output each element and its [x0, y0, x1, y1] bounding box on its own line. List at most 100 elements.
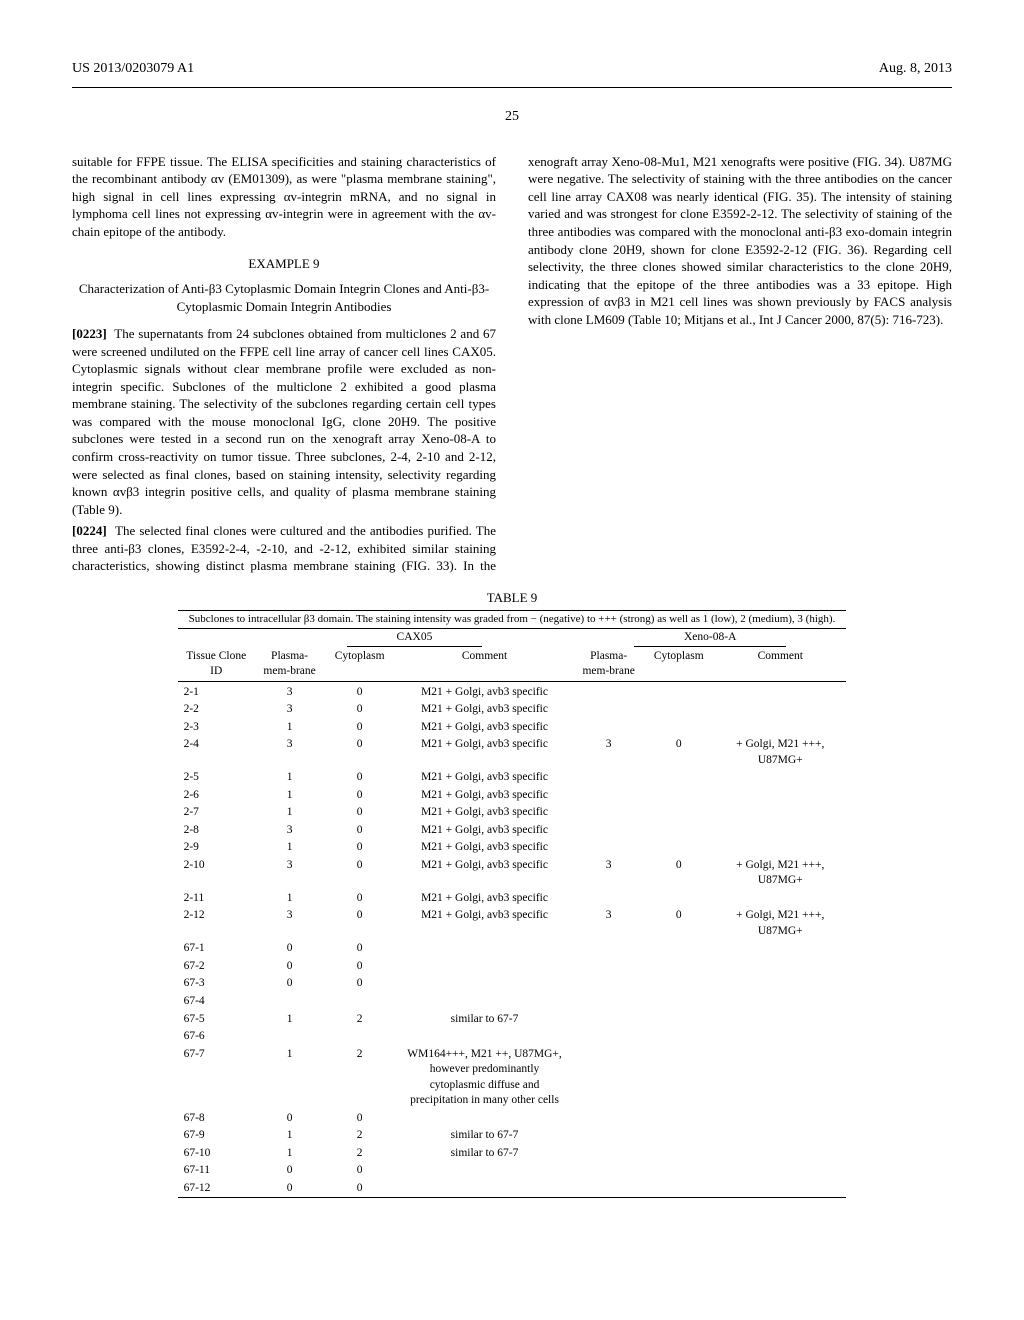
- cell-pm2: [574, 684, 643, 702]
- table-row: 67-1100: [178, 1162, 847, 1180]
- cell-id: 67-1: [178, 940, 255, 958]
- table-9-label: TABLE 9: [72, 589, 952, 607]
- hdr-cy1: Cytoplasm: [324, 648, 395, 682]
- cell-pm2: [574, 1046, 643, 1110]
- cell-pm: 0: [255, 1110, 324, 1128]
- cell-pm: 1: [255, 769, 324, 787]
- cell-cy2: [643, 1145, 714, 1163]
- cell-pm2: [574, 839, 643, 857]
- cell-cm: similar to 67-7: [395, 1011, 574, 1029]
- group-xeno: Xeno-08-A: [574, 629, 846, 648]
- table-row: 2-1110M21 + Golgi, avb3 specific: [178, 890, 847, 908]
- header-rule: [72, 87, 952, 88]
- cell-pm: 3: [255, 736, 324, 769]
- cell-id: 67-8: [178, 1110, 255, 1128]
- cell-pm2: [574, 1028, 643, 1046]
- table-row: 67-712WM164+++, M21 ++, U87MG+, however …: [178, 1046, 847, 1110]
- table-row: 2-430M21 + Golgi, avb3 specific30+ Golgi…: [178, 736, 847, 769]
- cell-id: 2-3: [178, 719, 255, 737]
- cell-pm: 0: [255, 940, 324, 958]
- cell-cm: M21 + Golgi, avb3 specific: [395, 769, 574, 787]
- cell-cm2: [714, 975, 846, 993]
- para-text-0223: The supernatants from 24 subclones obtai…: [72, 326, 496, 516]
- cell-cy2: [643, 684, 714, 702]
- cell-pm: 3: [255, 822, 324, 840]
- cell-pm: 1: [255, 890, 324, 908]
- cell-cm2: [714, 1145, 846, 1163]
- cell-pm: 1: [255, 1145, 324, 1163]
- table-row: 67-912similar to 67-7: [178, 1127, 847, 1145]
- cell-cm2: + Golgi, M21 +++, U87MG+: [714, 907, 846, 940]
- cell-cm2: [714, 719, 846, 737]
- table-row: 67-1200: [178, 1180, 847, 1198]
- cell-cm2: [714, 839, 846, 857]
- cell-cm2: [714, 684, 846, 702]
- intro-paragraph: suitable for FFPE tissue. The ELISA spec…: [72, 153, 496, 241]
- cell-cy: 0: [324, 857, 395, 890]
- cell-pm: 1: [255, 1011, 324, 1029]
- cell-pm2: [574, 701, 643, 719]
- cell-cm: M21 + Golgi, avb3 specific: [395, 839, 574, 857]
- cell-cy: 0: [324, 1110, 395, 1128]
- cell-cy: 0: [324, 958, 395, 976]
- cell-id: 67-6: [178, 1028, 255, 1046]
- cell-cy: 0: [324, 684, 395, 702]
- cell-id: 2-8: [178, 822, 255, 840]
- table-row: 67-300: [178, 975, 847, 993]
- cell-id: 2-4: [178, 736, 255, 769]
- body-columns: suitable for FFPE tissue. The ELISA spec…: [72, 153, 952, 583]
- cell-id: 2-10: [178, 857, 255, 890]
- cell-pm: 1: [255, 787, 324, 805]
- table-9-header-row: Tissue Clone ID Plasma-mem-brane Cytopla…: [178, 648, 847, 682]
- cell-cy2: [643, 719, 714, 737]
- cell-cm2: [714, 701, 846, 719]
- cell-cm2: [714, 1011, 846, 1029]
- cell-cm: M21 + Golgi, avb3 specific: [395, 890, 574, 908]
- cell-cm2: [714, 787, 846, 805]
- table-row: 67-6: [178, 1028, 847, 1046]
- table-row: 2-1230M21 + Golgi, avb3 specific30+ Golg…: [178, 907, 847, 940]
- cell-cy: 0: [324, 769, 395, 787]
- cell-cm: [395, 1162, 574, 1180]
- cell-cy: 2: [324, 1127, 395, 1145]
- cell-cy: 0: [324, 822, 395, 840]
- table-9-caption-row: Subclones to intracellular β3 domain. Th…: [178, 611, 847, 629]
- cell-cy2: [643, 769, 714, 787]
- cell-pm: 0: [255, 958, 324, 976]
- example-title: Characterization of Anti-β3 Cytoplasmic …: [72, 280, 496, 315]
- cell-id: 67-7: [178, 1046, 255, 1110]
- cell-pm: 1: [255, 804, 324, 822]
- cell-cm: [395, 940, 574, 958]
- table-9-caption: Subclones to intracellular β3 domain. Th…: [178, 611, 847, 629]
- cell-id: 2-11: [178, 890, 255, 908]
- cell-pm: 0: [255, 975, 324, 993]
- cell-pm: 0: [255, 1162, 324, 1180]
- cell-cy2: [643, 804, 714, 822]
- cell-pm2: [574, 787, 643, 805]
- cell-cm: M21 + Golgi, avb3 specific: [395, 701, 574, 719]
- cell-cy: 0: [324, 839, 395, 857]
- cell-cm2: [714, 1180, 846, 1198]
- cell-pm2: [574, 975, 643, 993]
- cell-cy2: [643, 940, 714, 958]
- table-row: 2-910M21 + Golgi, avb3 specific: [178, 839, 847, 857]
- table-row: 2-610M21 + Golgi, avb3 specific: [178, 787, 847, 805]
- cell-cm2: + Golgi, M21 +++, U87MG+: [714, 857, 846, 890]
- table-row: 67-512similar to 67-7: [178, 1011, 847, 1029]
- cell-cy2: [643, 1011, 714, 1029]
- cell-pm: 1: [255, 1127, 324, 1145]
- cell-pm2: [574, 1127, 643, 1145]
- cell-pm2: [574, 1145, 643, 1163]
- cell-pm: 0: [255, 1180, 324, 1198]
- hdr-cm1: Comment: [395, 648, 574, 682]
- cell-cy2: [643, 1028, 714, 1046]
- cell-cy2: [643, 993, 714, 1011]
- example-label: EXAMPLE 9: [72, 255, 496, 273]
- cell-cy2: [643, 1127, 714, 1145]
- cell-pm: 3: [255, 907, 324, 940]
- cell-cy2: [643, 958, 714, 976]
- cell-cm2: [714, 958, 846, 976]
- cell-cy2: [643, 890, 714, 908]
- cell-cm: similar to 67-7: [395, 1127, 574, 1145]
- cell-cy2: 0: [643, 907, 714, 940]
